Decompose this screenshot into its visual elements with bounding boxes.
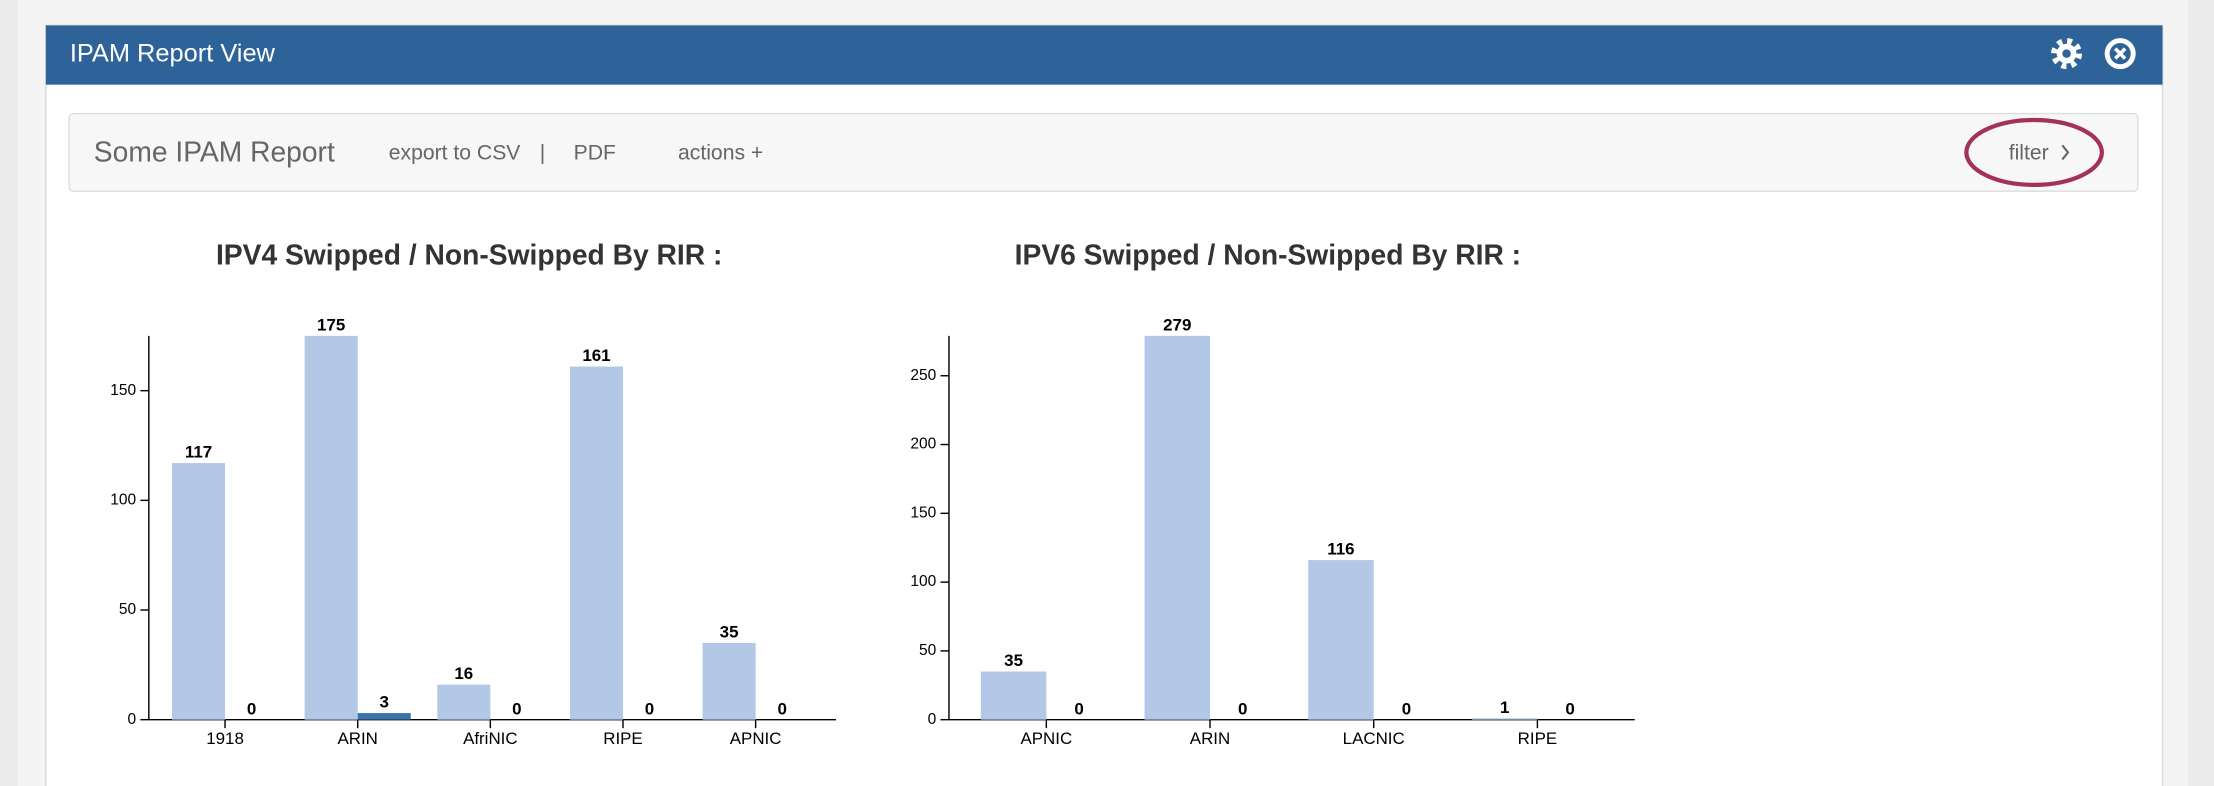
- separator: |: [540, 141, 546, 164]
- close-x: [2114, 47, 2127, 60]
- x-tick-label: ARIN: [337, 729, 377, 748]
- bar: [357, 713, 411, 720]
- bar: [702, 642, 756, 720]
- x-tick-label: RIPE: [1518, 729, 1557, 748]
- chart-title: IPV4 Swipped / Non-Swipped By RIR :: [216, 238, 722, 270]
- pdf-link[interactable]: PDF: [574, 141, 616, 164]
- x-tick-label: APNIC: [1020, 729, 1072, 748]
- x-tick-label: RIPE: [603, 729, 642, 748]
- bar: [1144, 335, 1211, 720]
- y-tick-label: 150: [910, 504, 936, 521]
- x-tick-label: AfriNIC: [463, 729, 518, 748]
- value-label: 35: [1004, 651, 1023, 670]
- gear-hole: [2062, 49, 2071, 58]
- y-tick-label: 150: [110, 382, 136, 399]
- value-label: 0: [1402, 699, 1411, 718]
- bar: [304, 335, 358, 720]
- actions-menu[interactable]: actions +: [678, 141, 763, 164]
- chart-title: IPV6 Swipped / Non-Swipped By RIR :: [1015, 238, 1521, 270]
- settings-icon[interactable]: [2051, 38, 2083, 70]
- y-tick-label: 50: [919, 642, 937, 659]
- y-tick-label: 250: [910, 367, 936, 384]
- filter-link[interactable]: filter: [2009, 141, 2049, 164]
- y-tick-label: 50: [119, 601, 137, 618]
- toolbar: [68, 112, 2139, 192]
- value-label: 0: [777, 699, 786, 718]
- value-label: 0: [1238, 699, 1247, 718]
- panel-title: IPAM Report View: [70, 40, 276, 68]
- value-label: 0: [1565, 699, 1574, 718]
- value-label: 116: [1327, 540, 1354, 559]
- x-tick-label: ARIN: [1190, 729, 1230, 748]
- y-tick-label: 200: [910, 436, 936, 453]
- value-label: 0: [1074, 699, 1083, 718]
- value-label: 0: [645, 699, 654, 718]
- value-label: 0: [247, 699, 256, 718]
- export-csv[interactable]: export to CSV: [389, 141, 522, 164]
- value-label: 279: [1163, 315, 1191, 334]
- y-tick-label: 100: [110, 491, 136, 508]
- bar: [569, 366, 623, 720]
- value-label: 161: [582, 346, 610, 365]
- value-label: 16: [454, 664, 473, 683]
- highlight-ellipse: [1964, 117, 2104, 187]
- filter-chevron: [2061, 144, 2070, 161]
- value-label: 117: [185, 443, 212, 462]
- y-tick-label: 100: [910, 573, 936, 590]
- bar: [171, 463, 226, 720]
- gear-teeth: [2051, 38, 2083, 70]
- bar: [437, 684, 491, 720]
- close-icon[interactable]: [2104, 38, 2136, 70]
- value-label: 35: [720, 623, 739, 642]
- x-tick-label: LACNIC: [1343, 729, 1405, 748]
- bar: [980, 671, 1047, 720]
- y-tick-label: 0: [928, 711, 937, 728]
- x-tick-label: 1918: [206, 729, 244, 748]
- value-label: 0: [512, 699, 521, 718]
- bar: [1308, 560, 1374, 720]
- y-tick-label: 0: [128, 711, 137, 728]
- bar: [1471, 718, 1538, 720]
- value-label: 175: [317, 315, 345, 334]
- panel-header: [45, 25, 2163, 85]
- x-tick-label: APNIC: [730, 729, 782, 748]
- report-name: Some IPAM Report: [94, 135, 335, 167]
- value-label: 1: [1500, 698, 1509, 717]
- value-label: 3: [380, 693, 389, 712]
